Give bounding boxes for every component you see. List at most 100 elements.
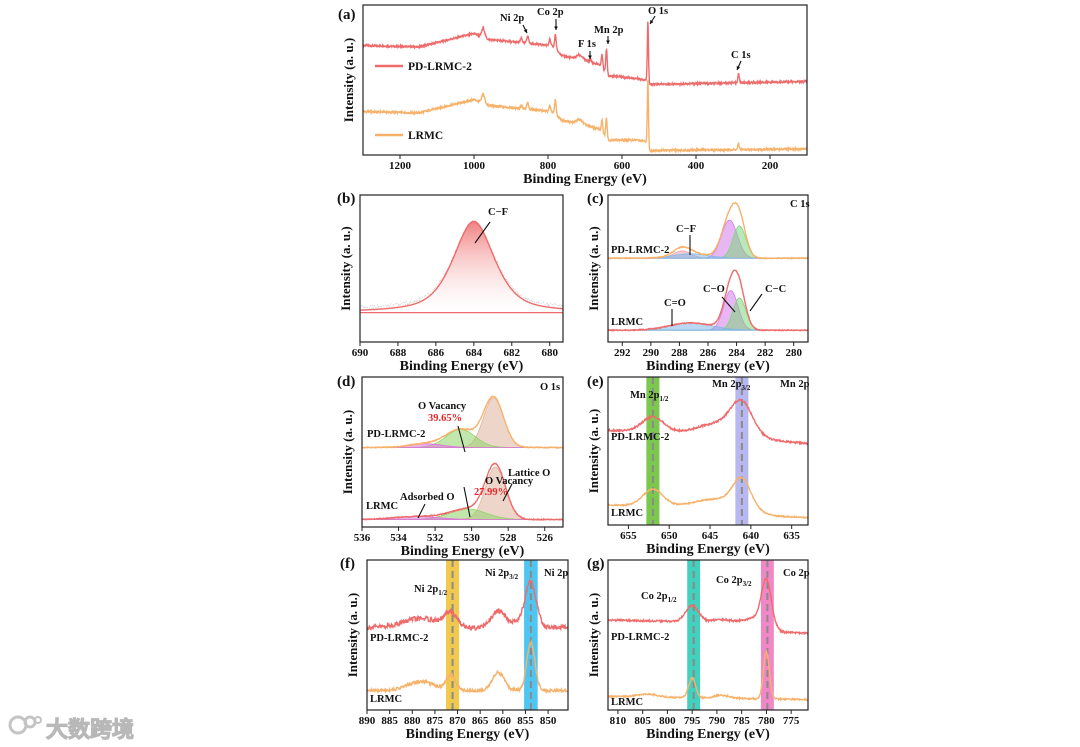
x-tick-label: 690 <box>352 347 369 359</box>
panel-tag: (c) <box>587 191 604 207</box>
annotation-label: F 1s <box>578 39 596 50</box>
annotation-text: Ni 2p <box>500 13 524 24</box>
series-line-pd-lrmc-2 <box>367 577 568 632</box>
x-tick-label: 870 <box>449 715 466 727</box>
annotation-text: C−F <box>488 207 508 218</box>
x-tick-label: 775 <box>783 715 800 727</box>
annotation-label: Mn 2p <box>780 379 810 390</box>
x-tick-label: 860 <box>495 715 512 727</box>
annotation-subscript: 1/2 <box>668 596 677 604</box>
annotation-text: PD-LRMC-2 <box>611 245 669 256</box>
annotation-leader-line <box>417 503 426 519</box>
x-tick-label: 280 <box>785 347 802 359</box>
x-axis-label: Binding Energy (eV) <box>406 727 530 742</box>
series-line-lrmc <box>608 649 808 702</box>
annotation-text: Mn 2p <box>712 379 742 390</box>
x-tick-label: 286 <box>700 347 717 359</box>
annotation-text: Mn 2p <box>780 379 810 390</box>
annotation-label: PD-LRMC-2 <box>611 245 669 256</box>
watermark-text: 大数跨境 <box>45 718 135 744</box>
x-tick-label: 528 <box>500 532 517 544</box>
annotation-text: PD-LRMC-2 <box>611 432 669 443</box>
x-tick-label: 880 <box>404 715 421 727</box>
panel-b: 690 688 686 684 682 680 Binding Energy (eV) Int… <box>337 191 564 374</box>
highlight-band <box>687 560 701 710</box>
arrow-head-icon <box>650 20 654 24</box>
x-tick-label: 885 <box>381 715 398 727</box>
legend-label: LRMC <box>408 130 443 142</box>
panel-tag: (e) <box>587 374 604 390</box>
annotation-label: Co 2p3/2 <box>716 575 752 588</box>
annotation-subscript: 1/2 <box>659 395 668 403</box>
annotation-label: 39.65% <box>428 413 462 424</box>
x-tick-label: 645 <box>702 530 719 542</box>
annotation-label: C−F <box>676 224 696 235</box>
annotation-label: C 1s <box>731 50 751 61</box>
series-line-pd-lrmc-2 <box>608 201 808 260</box>
x-tick-label: 688 <box>390 347 407 359</box>
annotation-text: Co 2p <box>716 575 743 586</box>
annotation-text: 27.99% <box>474 487 508 498</box>
arrow-head-icon <box>606 40 610 44</box>
annotation-label: C−F <box>488 207 508 218</box>
x-tick-label: 532 <box>427 532 444 544</box>
x-tick-label: 288 <box>671 347 688 359</box>
x-tick-label: 640 <box>743 530 760 542</box>
annotation-text: 39.65% <box>428 413 462 424</box>
annotation-text: Lattice O <box>508 468 550 479</box>
x-tick-label: 200 <box>762 160 779 172</box>
y-axis-label: Intensity (a. u.) <box>340 410 355 495</box>
x-tick-label: 530 <box>463 532 480 544</box>
plot-frame <box>361 376 564 528</box>
x-tick-label: 635 <box>783 530 800 542</box>
x-tick-label: 650 <box>661 530 678 542</box>
annotation-text: O 1s <box>540 382 560 393</box>
highlight-band <box>524 560 538 710</box>
x-tick-label: 284 <box>728 347 745 359</box>
annotation-label: Mn 2p1/2 <box>630 390 669 403</box>
plot-frame <box>607 376 809 526</box>
series-line-lrmc <box>367 639 568 695</box>
x-tick-label: 686 <box>428 347 445 359</box>
x-tick-label: 780 <box>758 715 775 727</box>
annotation-leader-line <box>474 221 491 244</box>
annotation-text: Co 2p <box>641 591 668 602</box>
annotation-leader-line <box>502 483 513 502</box>
annotation-text: C 1s <box>731 50 751 61</box>
plot-area <box>608 201 808 332</box>
y-axis-label: Intensity (a. u.) <box>345 593 360 678</box>
annotation-label: LRMC <box>611 317 643 328</box>
annotation-leader-line <box>457 425 466 453</box>
annotation-label: C−C <box>765 284 786 295</box>
panel-tag: (a) <box>338 7 356 23</box>
x-tick-label: 800 <box>540 160 557 172</box>
plot-frame <box>362 4 808 156</box>
annotation-subscript: 3/2 <box>743 580 752 588</box>
annotation-text: LRMC <box>370 694 402 705</box>
annotation-text: C−O <box>703 284 725 295</box>
annotation-text: C−F <box>676 224 696 235</box>
panel-tag: (f) <box>340 556 355 572</box>
fit-component-co <box>608 253 808 259</box>
annotation-label: LRMC <box>370 694 402 705</box>
x-axis-label: Binding Energy (eV) <box>523 172 647 187</box>
annotation-text: LRMC <box>611 508 643 519</box>
arrow-head-icon <box>554 26 558 30</box>
legend-label: PD-LRMC-2 <box>408 61 472 73</box>
annotation-label: Co 2p <box>537 7 564 18</box>
arrow-head-icon <box>588 55 592 59</box>
highlight-band <box>735 377 749 525</box>
watermark: 大数跨境 <box>8 712 135 744</box>
x-tick-label: 795 <box>684 715 701 727</box>
y-axis-label: Intensity (a. u.) <box>586 593 601 678</box>
x-axis-label: Binding Energy (eV) <box>646 359 770 374</box>
series-line-pd-lrmc-2 <box>362 395 563 449</box>
annotation-label: O Vacancy <box>485 476 534 487</box>
plot-frame <box>366 559 569 711</box>
annotation-label: O 1s <box>540 382 560 393</box>
annotation-text: PD-LRMC-2 <box>611 632 669 643</box>
annotation-subscript: 3/2 <box>741 384 750 392</box>
y-axis-label: Intensity (a. u.) <box>338 226 353 311</box>
x-tick-label: 800 <box>659 715 676 727</box>
